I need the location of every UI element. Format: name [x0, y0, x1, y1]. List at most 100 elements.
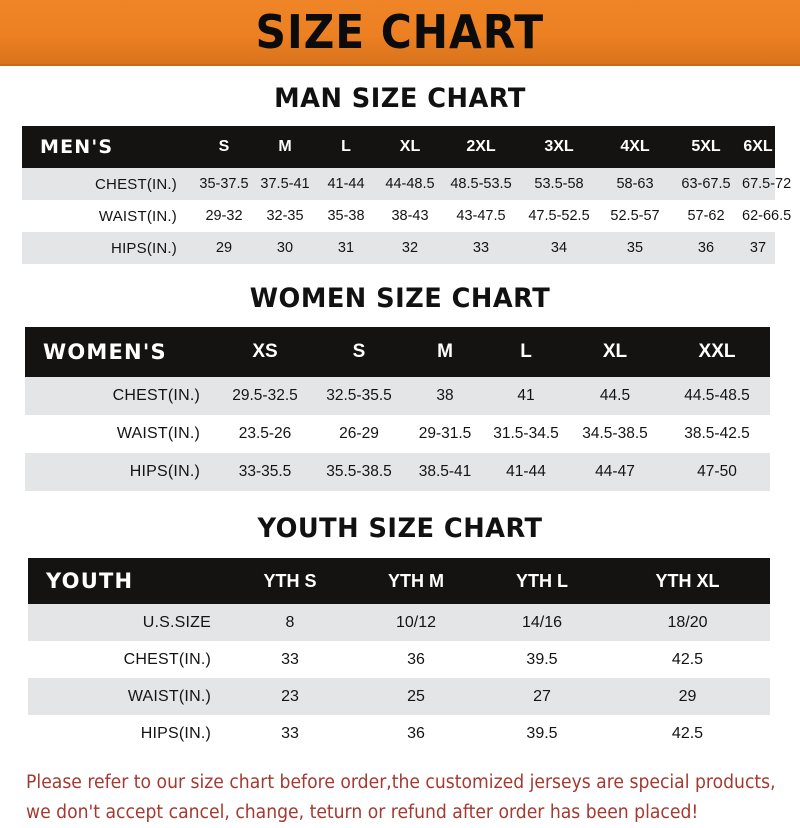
youth-cell-2-0: 23 — [281, 687, 299, 705]
women-row-label-0: CHEST(IN.) — [112, 387, 200, 404]
youth-size-section: YOUTH SIZE CHART YOUTH YTH S YTH M YTH L… — [0, 513, 800, 752]
women-cell-1-0: 23.5-26 — [238, 425, 292, 442]
women-cell-1-2: 29-31.5 — [418, 425, 472, 442]
man-table-head: MEN'S S M L XL 2XL 3XL 4XL 5XL 6XL — [22, 126, 775, 168]
women-size-table: WOMEN'S XS S M L XL XXL CHEST(IN.) 29.5-… — [25, 327, 770, 491]
youth-cell-3-3: 42.5 — [671, 724, 704, 742]
women-cell-0-2: 38 — [436, 387, 454, 404]
youth-cell-1-3: 42.5 — [671, 650, 704, 668]
women-col-header-4: XL — [602, 341, 628, 362]
youth-col-header-3: YTH XL — [655, 570, 720, 591]
youth-cell-2-3: 29 — [678, 687, 697, 705]
youth-cell-3-0: 33 — [281, 724, 299, 742]
youth-col-header-0: YTH S — [263, 570, 317, 591]
man-cell-1-3: 38-43 — [391, 208, 429, 224]
man-cell-1-7: 57-62 — [687, 208, 725, 224]
man-cell-0-0: 35-37.5 — [199, 176, 249, 192]
women-header-row: WOMEN'S XS S M L XL XXL — [25, 327, 770, 377]
order-policy-note-line-1: Please refer to our size chart before or… — [26, 772, 776, 793]
man-cell-2-1: 30 — [276, 240, 294, 256]
man-col-header-3: XL — [399, 138, 421, 155]
table-row: HIPS(IN.) 29 30 31 32 33 34 35 36 37 — [22, 232, 775, 264]
man-cell-0-1: 37.5-41 — [260, 176, 310, 192]
women-cell-0-4: 44.5 — [599, 387, 631, 404]
women-cell-2-5: 47-50 — [697, 463, 737, 480]
women-cell-0-0: 29.5-32.5 — [232, 387, 298, 404]
table-row: U.S.SIZE 8 10/12 14/16 18/20 — [28, 604, 770, 641]
man-cell-2-2: 31 — [337, 240, 355, 256]
size-chart-banner: SIZE CHART — [0, 0, 800, 66]
man-cell-1-0: 29-32 — [205, 208, 243, 224]
women-col-header-0: XS — [252, 341, 278, 362]
man-section-title: MAN SIZE CHART — [274, 83, 526, 114]
women-section-title: WOMEN SIZE CHART — [249, 283, 551, 314]
women-size-section: WOMEN SIZE CHART WOMEN'S XS S M L XL XXL… — [0, 283, 800, 491]
youth-row-label-2: WAIST(IN.) — [127, 687, 211, 705]
women-col-header-2: M — [437, 341, 453, 362]
youth-cell-0-2: 14/16 — [521, 613, 563, 631]
man-table-body: CHEST(IN.) 35-37.5 37.5-41 41-44 44-48.5… — [22, 168, 791, 264]
women-col-header-5: XXL — [698, 341, 736, 362]
youth-header-row: YOUTH YTH S YTH M YTH L YTH XL — [28, 558, 770, 604]
man-cell-0-3: 44-48.5 — [385, 176, 435, 192]
youth-col-header-1: YTH M — [388, 570, 444, 591]
man-col-header-8: 6XL — [743, 138, 773, 155]
youth-table-head: YOUTH YTH S YTH M YTH L YTH XL — [28, 558, 770, 604]
man-size-table: MEN'S S M L XL 2XL 3XL 4XL 5XL 6XL CHEST… — [22, 126, 791, 264]
man-cell-2-7: 36 — [697, 240, 715, 256]
women-cell-1-4: 34.5-38.5 — [582, 425, 648, 442]
table-row: WAIST(IN.) 29-32 32-35 35-38 38-43 43-47… — [22, 200, 791, 232]
youth-col-header-2: YTH L — [516, 570, 568, 591]
youth-cell-3-2: 39.5 — [526, 724, 558, 742]
man-row-label-2: HIPS(IN.) — [111, 239, 177, 257]
youth-section-title: YOUTH SIZE CHART — [257, 513, 543, 544]
table-row: CHEST(IN.) 29.5-32.5 32.5-35.5 38 41 44.… — [25, 377, 770, 415]
youth-cell-1-2: 39.5 — [526, 650, 558, 668]
women-row-label-1: WAIST(IN.) — [116, 425, 200, 442]
man-cell-2-3: 32 — [401, 240, 419, 256]
youth-cell-1-0: 33 — [281, 650, 299, 668]
man-col-header-7: 5XL — [691, 138, 721, 155]
women-cell-0-3: 41 — [517, 387, 535, 404]
man-col-header-2: L — [341, 138, 351, 155]
women-table-head: WOMEN'S XS S M L XL XXL — [25, 327, 770, 377]
women-cell-2-2: 38.5-41 — [418, 463, 472, 480]
youth-cell-0-1: 10/12 — [395, 613, 437, 631]
man-row-label-1: WAIST(IN.) — [98, 207, 177, 225]
women-col-header-1: S — [352, 341, 366, 362]
man-cell-1-2: 35-38 — [327, 208, 365, 224]
man-cell-0-7: 63-67.5 — [681, 176, 731, 192]
man-cell-0-2: 41-44 — [327, 176, 365, 192]
table-row: CHEST(IN.) 35-37.5 37.5-41 41-44 44-48.5… — [22, 168, 791, 200]
man-col-header-0: S — [218, 138, 230, 155]
table-row: CHEST(IN.) 33 36 39.5 42.5 — [28, 641, 770, 678]
man-size-section: MAN SIZE CHART MEN'S S M L XL 2XL 3XL 4X… — [0, 83, 800, 264]
man-cell-2-4: 33 — [472, 240, 490, 256]
man-cell-0-6: 58-63 — [616, 176, 654, 192]
youth-cell-3-1: 36 — [407, 724, 425, 742]
youth-cell-2-1: 25 — [407, 687, 425, 705]
women-cell-1-3: 31.5-34.5 — [493, 425, 559, 442]
youth-cell-2-2: 27 — [533, 687, 551, 705]
man-cell-2-5: 34 — [550, 240, 568, 256]
table-row: HIPS(IN.) 33-35.5 35.5-38.5 38.5-41 41-4… — [25, 453, 770, 491]
man-cell-2-0: 29 — [215, 240, 233, 256]
youth-table-body: U.S.SIZE 8 10/12 14/16 18/20 CHEST(IN.) … — [28, 604, 770, 752]
man-cell-1-4: 43-47.5 — [456, 208, 506, 224]
youth-size-table: YOUTH YTH S YTH M YTH L YTH XL U.S.SIZE … — [28, 558, 770, 752]
man-col-header-6: 4XL — [620, 138, 650, 155]
women-cell-0-5: 44.5-48.5 — [684, 387, 750, 404]
banner-title: SIZE CHART — [255, 5, 545, 59]
man-col-header-5: 3XL — [544, 138, 574, 155]
man-header-row: MEN'S S M L XL 2XL 3XL 4XL 5XL 6XL — [22, 126, 775, 168]
youth-cell-0-0: 8 — [285, 613, 295, 631]
women-cell-0-1: 32.5-35.5 — [326, 387, 392, 404]
table-row: WAIST(IN.) 23.5-26 26-29 29-31.5 31.5-34… — [25, 415, 770, 453]
youth-row-label-1: CHEST(IN.) — [123, 650, 211, 668]
table-row: HIPS(IN.) 33 36 39.5 42.5 — [28, 715, 770, 752]
man-cell-2-6: 35 — [626, 240, 644, 256]
table-row: WAIST(IN.) 23 25 27 29 — [28, 678, 770, 715]
man-cell-0-5: 53.5-58 — [534, 176, 584, 192]
order-policy-note: Please refer to our size chart before or… — [0, 768, 776, 828]
man-cell-2-8: 37 — [749, 240, 767, 256]
